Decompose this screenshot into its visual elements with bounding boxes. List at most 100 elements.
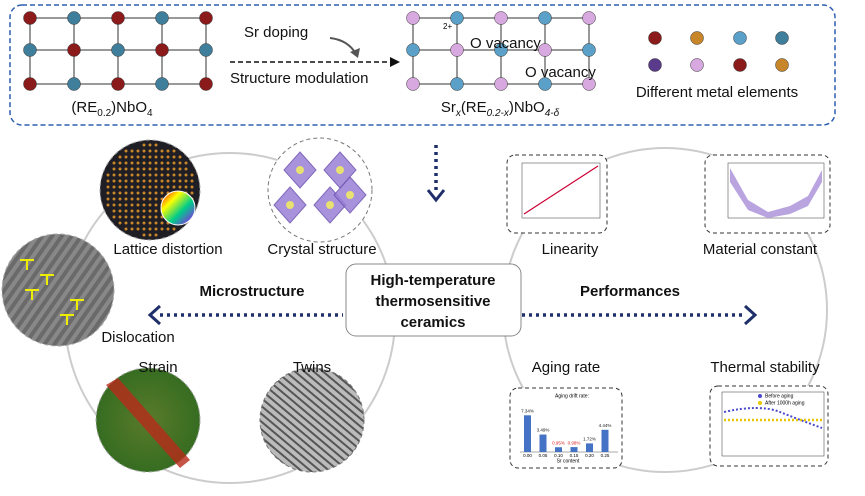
- bar-label: 0.98%: [568, 440, 581, 445]
- atom-dot: [148, 155, 152, 159]
- atom-dot: [118, 209, 122, 213]
- x-tick-label: 0.25: [601, 453, 610, 458]
- atom-dot: [124, 173, 128, 177]
- atom-dot: [136, 227, 140, 231]
- atom-dot: [118, 161, 122, 165]
- formula-part: (RE: [461, 99, 487, 116]
- atom-dot: [148, 221, 152, 225]
- atom-dot: [136, 215, 140, 219]
- bar: [539, 434, 547, 452]
- x-tick-label: 0.05: [539, 453, 548, 458]
- atom-dot: [112, 173, 116, 177]
- atom: [199, 77, 213, 91]
- atom: [111, 11, 125, 25]
- constant-inset: [704, 154, 831, 234]
- lattice-image: [99, 139, 201, 241]
- atom-dot: [130, 221, 134, 225]
- atom-dot: [148, 161, 152, 165]
- micro-caption: Strain: [138, 359, 177, 376]
- element-ball: [733, 31, 747, 45]
- atom-dot: [184, 173, 188, 177]
- atom-dot: [178, 167, 182, 171]
- constant-band: [730, 168, 822, 218]
- atom-dot: [130, 161, 134, 165]
- formula-part: 0.2-x: [487, 108, 510, 119]
- atom-dot: [124, 227, 128, 231]
- atom-dot: [166, 179, 170, 183]
- top-frame: [9, 4, 836, 126]
- atom-dot: [136, 179, 140, 183]
- atom-dot: [148, 179, 152, 183]
- element-ball: [775, 58, 789, 72]
- atom-dot: [142, 197, 146, 201]
- atom-dot: [106, 173, 110, 177]
- bar: [524, 415, 531, 452]
- atom-dot: [154, 203, 158, 207]
- arrow-head: [350, 48, 360, 58]
- fit-line: [523, 165, 599, 215]
- dislocation-image: [1, 233, 115, 347]
- atom-dot: [136, 149, 140, 153]
- atom-dot: [184, 179, 188, 183]
- legend-text: Before aging: [765, 393, 794, 399]
- x-axis-label: Sr content: [557, 458, 580, 464]
- element-ball: [690, 31, 704, 45]
- arrow-head: [390, 57, 400, 67]
- atom-dot: [148, 209, 152, 213]
- atom-dot: [112, 179, 116, 183]
- atom: [155, 77, 169, 91]
- center-title: thermosensitive: [375, 293, 490, 310]
- atom-dot: [154, 227, 158, 231]
- atom-dot: [118, 191, 122, 195]
- atom: [23, 11, 37, 25]
- atom-dot: [154, 155, 158, 159]
- atom-dot: [166, 185, 170, 189]
- atom-dot: [190, 185, 194, 189]
- legend-swatch: [758, 394, 762, 398]
- atom-dot: [106, 203, 110, 207]
- atom-dot: [148, 215, 152, 219]
- atom-dot: [118, 179, 122, 183]
- vacancy-label: O vacancy: [470, 35, 541, 52]
- elements-label: Different metal elements: [636, 84, 798, 101]
- perf-caption: Material constant: [703, 241, 818, 258]
- formula-part: x: [455, 108, 462, 119]
- atom-dot: [154, 197, 158, 201]
- atom-dot: [112, 191, 116, 195]
- charge-label: 2+: [443, 22, 452, 31]
- atom-dot: [112, 215, 116, 219]
- cation: [346, 191, 354, 199]
- atom-dot: [118, 197, 122, 201]
- atom-dot: [154, 167, 158, 171]
- atom: [406, 11, 420, 25]
- atom-dot: [142, 227, 146, 231]
- atom-dot: [154, 185, 158, 189]
- center-title: ceramics: [400, 314, 465, 331]
- cation: [326, 201, 334, 209]
- atom-dot: [112, 185, 116, 189]
- atom-dot: [112, 197, 116, 201]
- twins-image: [259, 367, 365, 473]
- atom-dot: [160, 155, 164, 159]
- micro-label: Microstructure: [199, 283, 304, 300]
- atom: [450, 77, 464, 91]
- atom-dot: [136, 221, 140, 225]
- atom-dot: [172, 155, 176, 159]
- atom-dot: [154, 143, 158, 147]
- bar: [570, 447, 578, 452]
- atom-dot: [130, 197, 134, 201]
- atom: [155, 43, 169, 57]
- atom: [155, 11, 169, 25]
- legend-swatch: [758, 401, 762, 405]
- atom-dot: [160, 149, 164, 153]
- perf-label: Performances: [580, 283, 680, 300]
- atom-dot: [130, 209, 134, 213]
- bar: [586, 443, 593, 452]
- formula-part: )NbO: [111, 99, 147, 116]
- atom-dot: [142, 149, 146, 153]
- atom-dot: [190, 191, 194, 195]
- center-title: High-temperature: [370, 272, 495, 289]
- cation: [296, 166, 304, 174]
- atom-dot: [166, 173, 170, 177]
- atom-dot: [118, 185, 122, 189]
